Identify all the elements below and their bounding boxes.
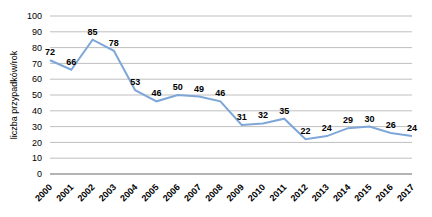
svg-text:30: 30 <box>32 122 42 132</box>
svg-text:46: 46 <box>151 88 161 98</box>
svg-text:2004: 2004 <box>118 182 139 203</box>
svg-text:24: 24 <box>407 123 417 133</box>
svg-text:32: 32 <box>258 110 268 120</box>
svg-text:49: 49 <box>194 84 204 94</box>
svg-text:30: 30 <box>364 114 374 124</box>
svg-text:liczba przypadków/rok: liczba przypadków/rok <box>9 50 19 139</box>
svg-text:46: 46 <box>215 88 225 98</box>
svg-text:20: 20 <box>32 138 42 148</box>
svg-text:100: 100 <box>27 11 42 21</box>
svg-text:35: 35 <box>279 106 289 116</box>
svg-text:2003: 2003 <box>97 182 118 203</box>
svg-text:2012: 2012 <box>289 182 310 203</box>
svg-text:78: 78 <box>109 38 119 48</box>
svg-text:66: 66 <box>66 57 76 67</box>
svg-text:50: 50 <box>32 90 42 100</box>
svg-text:2007: 2007 <box>182 182 203 203</box>
svg-text:2017: 2017 <box>395 182 416 203</box>
svg-text:60: 60 <box>32 74 42 84</box>
svg-text:2002: 2002 <box>76 182 97 203</box>
svg-text:70: 70 <box>32 59 42 69</box>
svg-text:50: 50 <box>173 82 183 92</box>
svg-text:10: 10 <box>32 153 42 163</box>
svg-text:72: 72 <box>45 47 55 57</box>
svg-text:2016: 2016 <box>374 182 395 203</box>
svg-text:2006: 2006 <box>161 182 182 203</box>
svg-text:80: 80 <box>32 43 42 53</box>
svg-text:0: 0 <box>37 169 42 179</box>
svg-text:2001: 2001 <box>54 182 75 203</box>
svg-text:2005: 2005 <box>139 182 160 203</box>
svg-text:2008: 2008 <box>203 182 224 203</box>
svg-text:2011: 2011 <box>268 182 289 203</box>
svg-text:22: 22 <box>301 126 311 136</box>
svg-text:2015: 2015 <box>352 182 373 203</box>
svg-text:53: 53 <box>130 77 140 87</box>
svg-text:29: 29 <box>343 115 353 125</box>
svg-text:2000: 2000 <box>33 182 54 203</box>
svg-text:2010: 2010 <box>246 182 267 203</box>
svg-text:26: 26 <box>386 120 396 130</box>
svg-text:24: 24 <box>322 123 332 133</box>
svg-text:40: 40 <box>32 106 42 116</box>
svg-text:85: 85 <box>88 27 98 37</box>
svg-text:2014: 2014 <box>331 182 352 203</box>
svg-text:31: 31 <box>237 112 247 122</box>
svg-text:90: 90 <box>32 27 42 37</box>
svg-text:2009: 2009 <box>225 182 246 203</box>
svg-text:2013: 2013 <box>310 182 331 203</box>
